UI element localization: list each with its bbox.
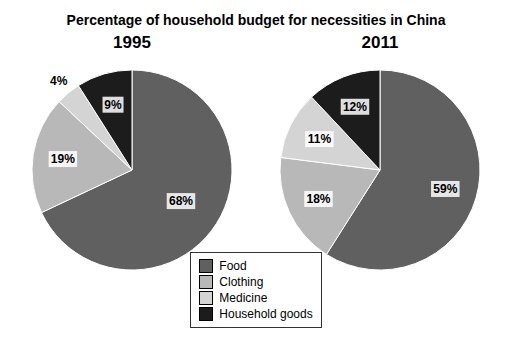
svg-text:4%: 4% (50, 74, 68, 88)
svg-text:18%: 18% (306, 192, 330, 206)
svg-text:68%: 68% (169, 194, 193, 208)
html-text:2011: 2011 (361, 33, 399, 52)
svg-text:11%: 11% (308, 132, 332, 146)
html-text:Percentage of household budget: Percentage of household budget for neces… (66, 12, 446, 28)
html-text:Clothing: Clothing (219, 275, 264, 289)
svg-text:9%: 9% (104, 98, 122, 112)
html-text:1995: 1995 (113, 33, 151, 52)
svg-text:12%: 12% (343, 100, 367, 114)
html-text:Household goods: Household goods (219, 307, 313, 321)
svg-text:59%: 59% (433, 182, 457, 196)
html-text:Medicine: Medicine (219, 291, 268, 305)
svg-text:19%: 19% (51, 152, 75, 166)
html-text:Food: Food (219, 259, 247, 273)
